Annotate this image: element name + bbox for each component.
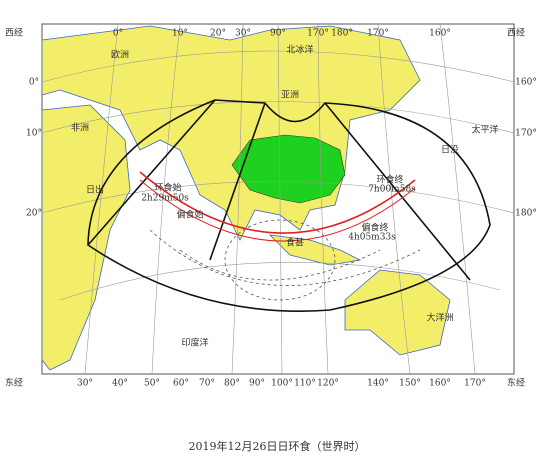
bottom-label: 140° <box>367 379 389 389</box>
map-label: 食甚 <box>286 237 304 249</box>
map-label: 印度洋 <box>181 337 208 349</box>
indonesia <box>268 234 362 266</box>
map-label: 日出 <box>86 184 104 196</box>
top-label: 西经 <box>5 27 23 39</box>
bottom-label: 100° <box>271 379 293 389</box>
bottom-label: 东经 <box>507 377 525 389</box>
bottom-label: 30° <box>77 379 93 389</box>
left-label: 0° <box>29 78 39 88</box>
map-label: 大洋洲 <box>426 312 453 324</box>
bottom-label: 东经 <box>5 377 23 389</box>
top-label: 0° <box>113 29 123 39</box>
top-label: 10° <box>172 29 188 39</box>
top-label: 20° <box>210 29 226 39</box>
australia <box>344 269 451 356</box>
bottom-label: 40° <box>112 379 128 389</box>
map-label: 亚洲 <box>281 90 299 101</box>
bottom-label: 50° <box>144 379 160 389</box>
eclipse-limits <box>87 99 491 312</box>
bottom-label: 110° <box>294 379 316 389</box>
map-label: 2h29m50s <box>141 194 189 204</box>
map-label: 偏食终 <box>361 222 388 234</box>
top-label: 170° <box>307 29 329 39</box>
bottom-label: 160° <box>429 379 451 389</box>
map-label: 日没 <box>441 145 459 156</box>
contours <box>149 219 421 301</box>
map-label: 北冰洋 <box>286 44 313 56</box>
map-label: 欧洲 <box>111 49 129 61</box>
bottom-label: 70° <box>199 379 215 389</box>
top-label: 30° <box>235 29 251 39</box>
right-label: 160° <box>515 78 537 88</box>
map-label: 偏食始 <box>176 209 203 221</box>
right-label: 170° <box>515 129 537 139</box>
central-path <box>139 171 416 234</box>
top-label: 180° <box>331 29 353 39</box>
bottom-label: 120° <box>317 379 339 389</box>
top-label: 170° <box>367 29 389 39</box>
bottom-label: 170° <box>464 379 486 389</box>
map-label: 环食始 <box>154 182 181 194</box>
china <box>231 134 346 204</box>
map-label: 环食终 <box>376 174 403 186</box>
top-label: 西经 <box>507 27 525 39</box>
top-label: 90° <box>270 29 286 39</box>
left-label: 10° <box>26 129 42 139</box>
map-label: 4h05m33s <box>348 233 396 243</box>
map-label: 太平洋 <box>471 124 498 136</box>
left-label: 20° <box>26 209 42 219</box>
bottom-label: 60° <box>173 379 189 389</box>
africa <box>41 104 131 371</box>
map-label: 7h00m58s <box>368 185 416 195</box>
bottom-label: 150° <box>399 379 421 389</box>
top-label: 160° <box>429 29 451 39</box>
title: 2019年12月26日日环食（世界时） <box>189 439 366 453</box>
central-path-edge <box>139 179 416 242</box>
graticule <box>41 23 515 375</box>
map-label: 非洲 <box>71 122 89 134</box>
bottom-label: 80° <box>224 379 240 389</box>
bottom-label: 90° <box>249 379 265 389</box>
right-label: 180° <box>515 209 537 219</box>
